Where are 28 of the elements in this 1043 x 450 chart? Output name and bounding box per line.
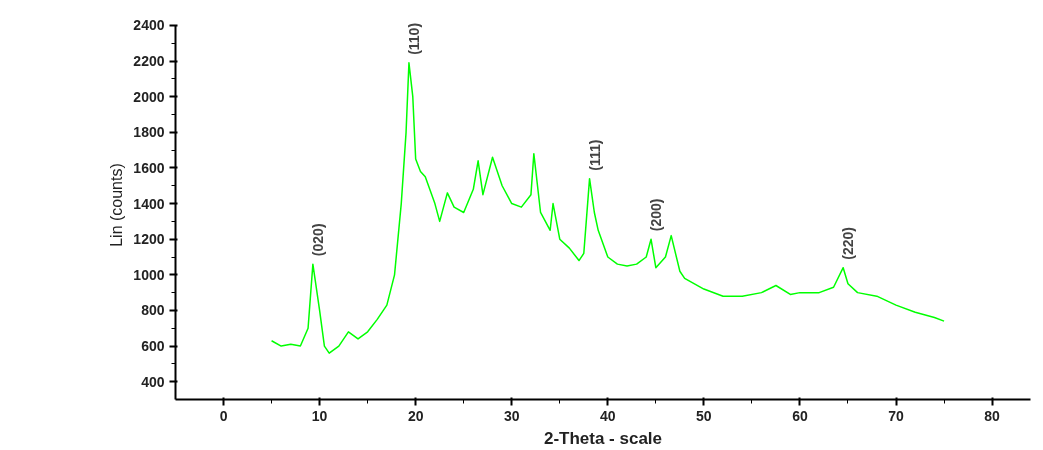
x-tick-label: 80 xyxy=(984,407,1001,424)
annotation: (111) xyxy=(586,139,603,171)
y-tick-label: 2000 xyxy=(133,88,165,105)
y-tick-label: 400 xyxy=(141,373,165,390)
x-tick-label: 20 xyxy=(407,407,424,424)
line-series xyxy=(270,62,945,354)
x-tick-label: 70 xyxy=(888,407,905,424)
annotation: (200) xyxy=(648,198,665,232)
x-tick-label: 30 xyxy=(503,407,520,424)
y-tick-label: 1400 xyxy=(133,195,165,212)
y-tick-label: 2200 xyxy=(133,53,165,70)
x-tick-label: 0 xyxy=(219,407,228,424)
y-tick-label: 1000 xyxy=(133,266,165,283)
y-axis-title: Lin (counts) xyxy=(108,163,126,247)
y-tick-label: 2400 xyxy=(133,17,165,34)
y-tick-label: 800 xyxy=(141,302,165,319)
x-tick-label: 50 xyxy=(696,407,712,424)
x-tick-label: 40 xyxy=(600,407,616,424)
annotation: (020) xyxy=(309,223,326,257)
x-tick-label: 60 xyxy=(792,407,808,424)
y-tick-label: 1800 xyxy=(133,124,165,141)
annotation: (220) xyxy=(840,227,857,260)
y-tick-label: 600 xyxy=(141,338,165,355)
y-tick-label: 1600 xyxy=(133,159,165,176)
y-tick-label: 1200 xyxy=(133,231,165,248)
annotation: (110) xyxy=(405,22,422,55)
x-axis-title: 2-Theta - scale xyxy=(543,428,663,448)
x-tick-label: 10 xyxy=(311,407,328,424)
